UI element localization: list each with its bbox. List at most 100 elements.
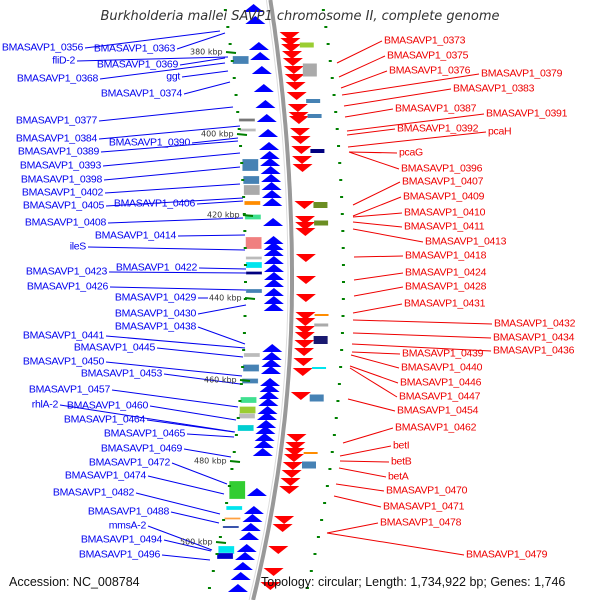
- reverse-gene-label[interactable]: BMASAVP1_0447: [399, 390, 481, 403]
- reverse-gene-label[interactable]: BMASAVP1_0470: [386, 484, 468, 497]
- reverse-gene-label[interactable]: BMASAVP1_0418: [405, 249, 487, 262]
- left-label-leader-line: [87, 246, 246, 251]
- reverse-gene-label[interactable]: betI: [393, 439, 410, 452]
- reverse-gene-label[interactable]: BMASAVP1_0428: [405, 280, 487, 293]
- forward-gene-label[interactable]: BMASAVP1_0488: [87, 505, 169, 518]
- forward-gene-label[interactable]: BMASAVP1_0368: [16, 72, 98, 85]
- reverse-gene-label[interactable]: BMASAVP1_0471: [383, 500, 465, 513]
- forward-gene-label[interactable]: BMASAVP1_0390: [108, 136, 190, 149]
- scale-tick-label: 400 kbp: [201, 129, 234, 139]
- reverse-gene-label[interactable]: BMASAVP1_0387: [395, 102, 477, 115]
- forward-gene-label[interactable]: BMASAVP1_0472: [88, 456, 170, 469]
- forward-gene-label[interactable]: ggt: [166, 70, 180, 83]
- forward-gene-label[interactable]: BMASAVP1_0414: [94, 229, 176, 242]
- reverse-gene-label[interactable]: BMASAVP1_0410: [404, 206, 486, 219]
- gene-feature-box: [312, 367, 327, 369]
- forward-gene-label[interactable]: BMASAVP1_0441: [22, 329, 104, 342]
- reverse-gene-label[interactable]: BMASAVP1_0375: [387, 49, 469, 62]
- reverse-gene-label[interactable]: BMASAVP1_0431: [404, 297, 486, 310]
- right-label-leader-line: [342, 427, 394, 444]
- forward-gene-label[interactable]: BMASAVP1_0430: [114, 307, 196, 320]
- reverse-gene-label[interactable]: BMASAVP1_0478: [380, 516, 462, 529]
- forward-gene-label[interactable]: BMASAVP1_0389: [17, 145, 99, 158]
- forward-gene-label[interactable]: BMASAVP1_0369: [96, 58, 178, 71]
- reverse-gene-label[interactable]: BMASAVP1_0409: [403, 190, 485, 203]
- forward-gene-label[interactable]: BMASAVP1_0423: [25, 265, 107, 278]
- forward-gene-label[interactable]: BMASAVP1_0482: [52, 486, 134, 499]
- forward-gene-label[interactable]: BMASAVP1_0429: [114, 291, 196, 304]
- reverse-gene-label[interactable]: BMASAVP1_0373: [384, 34, 466, 47]
- forward-gene-label[interactable]: BMASAVP1_0406: [113, 197, 195, 210]
- reverse-gene-label[interactable]: BMASAVP1_0407: [402, 175, 484, 188]
- forward-gene-label[interactable]: rhlA-2: [31, 398, 59, 411]
- reverse-gene-label[interactable]: BMASAVP1_0454: [397, 404, 479, 417]
- forward-gene-label[interactable]: BMASAVP1_0405: [22, 199, 104, 212]
- right-label-leader-line: [351, 351, 401, 355]
- forward-gene-label[interactable]: BMASAVP1_0398: [20, 173, 102, 186]
- reverse-gene-label[interactable]: pcaG: [399, 146, 423, 159]
- forward-gene-label[interactable]: mmsA-2: [108, 519, 147, 532]
- forward-gene-label[interactable]: BMASAVP1_0474: [64, 469, 146, 482]
- gene-feature-box: [245, 236, 262, 250]
- scale-tick-mark: [215, 541, 227, 544]
- forward-gene-label[interactable]: BMASAVP1_0465: [103, 427, 185, 440]
- tick-dot: [339, 366, 343, 368]
- forward-gene-label[interactable]: BMASAVP1_0496: [78, 548, 160, 561]
- reverse-gene-arrow: [281, 470, 302, 478]
- reverse-gene-label[interactable]: BMASAVP1_0434: [493, 331, 575, 344]
- tick-dot: [225, 502, 229, 504]
- reverse-gene-label[interactable]: BMASAVP1_0396: [401, 162, 483, 175]
- reverse-gene-arrow: [295, 318, 316, 326]
- reverse-gene-label[interactable]: BMASAVP1_0376: [389, 64, 471, 77]
- right-label-leader-line: [352, 319, 493, 325]
- tick-dot: [234, 94, 238, 96]
- gene-feature-box: [245, 256, 263, 260]
- forward-gene-label[interactable]: BMASAVP1_0408: [24, 216, 106, 229]
- forward-gene-label[interactable]: BMASAVP1_0460: [66, 399, 148, 412]
- reverse-gene-label[interactable]: BMASAVP1_0424: [405, 266, 487, 279]
- left-label-leader-line: [179, 57, 226, 66]
- reverse-gene-label[interactable]: BMASAVP1_0379: [481, 67, 563, 80]
- reverse-gene-label[interactable]: BMASAVP1_0436: [493, 344, 575, 357]
- forward-gene-arrow: [263, 218, 284, 226]
- reverse-gene-label[interactable]: betB: [391, 455, 412, 468]
- reverse-gene-label[interactable]: BMASAVP1_0411: [404, 220, 485, 233]
- forward-gene-label[interactable]: ileS: [69, 240, 87, 253]
- reverse-gene-label[interactable]: BMASAVP1_0392: [397, 122, 479, 135]
- forward-gene-label[interactable]: BMASAVP1_0422: [115, 261, 197, 274]
- forward-gene-label[interactable]: BMASAVP1_0438: [114, 320, 196, 333]
- reverse-gene-label[interactable]: BMASAVP1_0383: [453, 82, 535, 95]
- reverse-gene-label[interactable]: BMASAVP1_0462: [395, 421, 477, 434]
- reverse-gene-label[interactable]: BMASAVP1_0432: [494, 317, 576, 330]
- reverse-gene-label[interactable]: BMASAVP1_0391: [486, 107, 568, 120]
- forward-gene-arrow: [255, 100, 276, 108]
- forward-gene-label[interactable]: BMASAVP1_0374: [100, 87, 182, 100]
- reverse-gene-label[interactable]: BMASAVP1_0446: [400, 376, 482, 389]
- tick-dot: [339, 179, 343, 181]
- forward-gene-label[interactable]: BMASAVP1_0393: [19, 159, 101, 172]
- reverse-gene-label[interactable]: BMASAVP1_0413: [425, 235, 507, 248]
- forward-gene-label[interactable]: BMASAVP1_0450: [22, 355, 104, 368]
- reverse-gene-label[interactable]: BMASAVP1_0479: [466, 548, 548, 561]
- forward-gene-label[interactable]: BMASAVP1_0445: [73, 341, 155, 354]
- left-label-leader-line: [98, 106, 234, 122]
- forward-gene-label[interactable]: BMASAVP1_0384: [15, 132, 97, 145]
- reverse-gene-label[interactable]: betA: [388, 470, 409, 483]
- forward-gene-label[interactable]: BMASAVP1_0402: [21, 186, 103, 199]
- tick-dot: [239, 145, 243, 147]
- left-label-leader-line: [111, 389, 239, 408]
- forward-gene-label[interactable]: BMASAVP1_0469: [100, 442, 182, 455]
- forward-gene-label[interactable]: BMASAVP1_0464: [63, 413, 145, 426]
- forward-gene-label[interactable]: fliD-2: [52, 54, 75, 67]
- reverse-gene-label[interactable]: pcaH: [488, 125, 512, 138]
- forward-gene-label[interactable]: BMASAVP1_0363: [93, 42, 175, 55]
- reverse-gene-label[interactable]: BMASAVP1_0439: [402, 347, 484, 360]
- forward-gene-label[interactable]: BMASAVP1_0453: [80, 367, 162, 380]
- forward-gene-label[interactable]: BMASAVP1_0356: [1, 41, 83, 54]
- forward-gene-label[interactable]: BMASAVP1_0426: [26, 280, 108, 293]
- forward-gene-label[interactable]: BMASAVP1_0377: [15, 114, 97, 127]
- forward-gene-label[interactable]: BMASAVP1_0494: [80, 533, 162, 546]
- reverse-gene-label[interactable]: BMASAVP1_0440: [401, 361, 483, 374]
- right-label-leader-line: [352, 228, 424, 243]
- forward-gene-label[interactable]: BMASAVP1_0457: [28, 383, 110, 396]
